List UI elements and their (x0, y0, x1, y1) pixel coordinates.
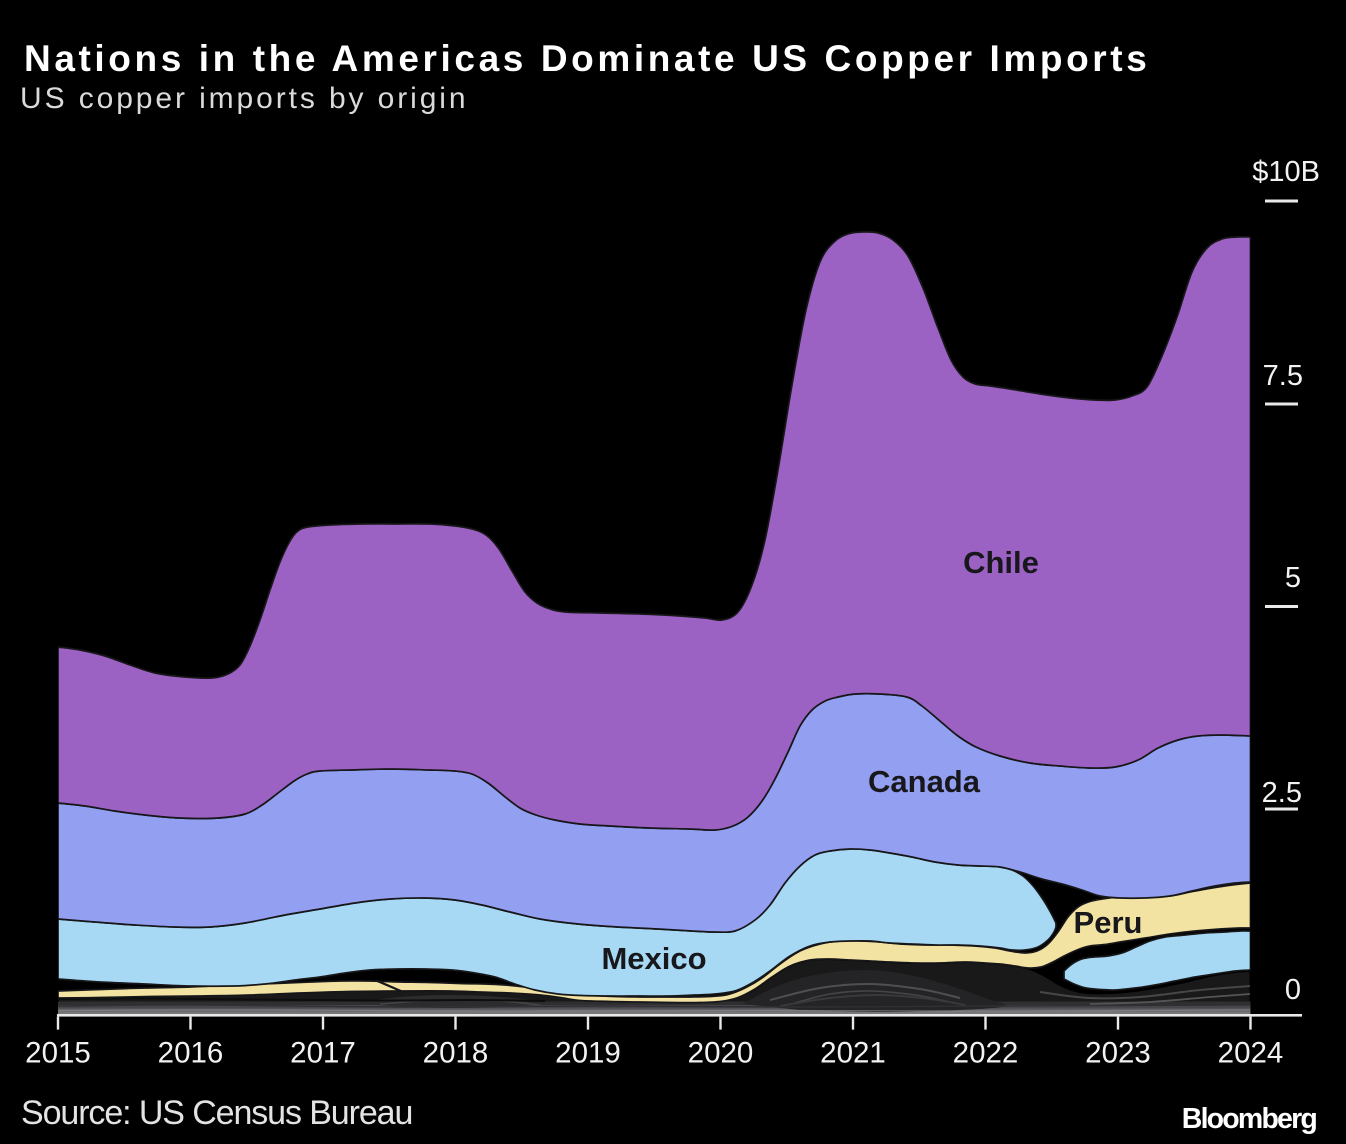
svg-text:2016: 2016 (158, 1037, 224, 1070)
svg-text:2018: 2018 (423, 1037, 489, 1070)
svg-text:2021: 2021 (820, 1037, 886, 1070)
svg-text:Canada: Canada (868, 764, 981, 799)
svg-text:Mexico: Mexico (601, 941, 706, 976)
svg-text:2019: 2019 (555, 1037, 621, 1070)
svg-text:Chile: Chile (963, 545, 1039, 580)
svg-text:7.5: 7.5 (1263, 360, 1303, 392)
svg-text:$10B: $10B (1252, 156, 1320, 188)
svg-text:2020: 2020 (688, 1037, 754, 1070)
svg-text:5: 5 (1285, 562, 1301, 594)
svg-text:2017: 2017 (290, 1037, 356, 1070)
svg-text:2024: 2024 (1218, 1037, 1284, 1070)
svg-text:Peru: Peru (1074, 905, 1143, 940)
svg-text:2022: 2022 (953, 1037, 1019, 1070)
svg-text:2023: 2023 (1085, 1037, 1151, 1070)
svg-text:0: 0 (1285, 974, 1301, 1006)
svg-text:2.5: 2.5 (1262, 777, 1302, 809)
svg-text:2015: 2015 (25, 1037, 91, 1070)
